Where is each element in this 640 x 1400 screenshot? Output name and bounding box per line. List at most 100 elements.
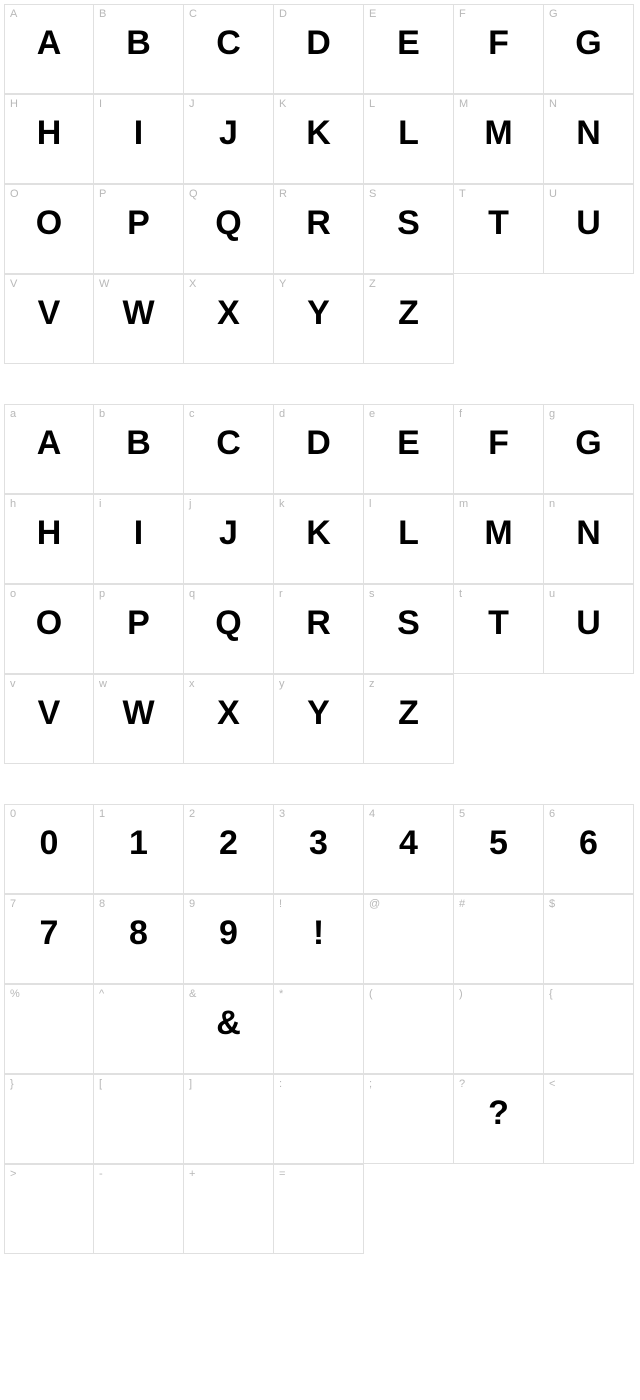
glyph-display: O (5, 203, 93, 243)
glyph-label: v (10, 678, 16, 690)
glyph-label: 5 (459, 808, 465, 820)
glyph-label: H (10, 98, 18, 110)
glyph-display: T (454, 603, 543, 643)
glyph-display: I (94, 513, 183, 553)
glyph-cell: yY (274, 674, 364, 764)
glyph-cell: QQ (184, 184, 274, 274)
glyph-cell: sS (364, 584, 454, 674)
glyph-display: V (5, 293, 93, 333)
glyph-display: F (454, 423, 543, 463)
glyph-label: c (189, 408, 195, 420)
glyph-display: M (454, 513, 543, 553)
glyph-cell: AA (4, 4, 94, 94)
glyph-label: % (10, 988, 20, 1000)
glyph-cell: kK (274, 494, 364, 584)
glyph-cell: * (274, 984, 364, 1074)
glyph-label: ) (459, 988, 463, 1000)
glyph-display: G (544, 423, 633, 463)
glyph-display: C (184, 23, 273, 63)
glyph-label: : (279, 1078, 282, 1090)
glyph-label: M (459, 98, 468, 110)
glyph-display: U (544, 203, 633, 243)
glyph-cell: % (4, 984, 94, 1074)
glyph-label: l (369, 498, 371, 510)
glyph-cell: - (94, 1164, 184, 1254)
character-map: AABBCCDDEEFFGGHHIIJJKKLLMMNNOOPPQQRRSSTT… (4, 4, 636, 1254)
glyph-display: L (364, 113, 453, 153)
glyph-cell: oO (4, 584, 94, 674)
glyph-display: N (544, 113, 633, 153)
glyph-display: Y (274, 693, 363, 733)
glyph-label: E (369, 8, 376, 20)
glyph-label: S (369, 188, 376, 200)
glyph-display: S (364, 203, 453, 243)
glyph-display: Y (274, 293, 363, 333)
glyph-label: 9 (189, 898, 195, 910)
glyph-display: E (364, 423, 453, 463)
glyph-label: I (99, 98, 102, 110)
glyph-cell: TT (454, 184, 544, 274)
glyph-label: Z (369, 278, 376, 290)
glyph-label: t (459, 588, 462, 600)
glyph-cell: ( (364, 984, 454, 1074)
glyph-display: B (94, 23, 183, 63)
glyph-label: m (459, 498, 468, 510)
glyph-cell: 66 (544, 804, 634, 894)
glyph-cell: OO (4, 184, 94, 274)
glyph-display: 0 (5, 823, 93, 863)
glyph-label: k (279, 498, 285, 510)
glyph-display: X (184, 693, 273, 733)
glyph-label: F (459, 8, 466, 20)
glyph-cell: II (94, 94, 184, 184)
glyph-label: G (549, 8, 558, 20)
glyph-label: p (99, 588, 105, 600)
glyph-display: G (544, 23, 633, 63)
glyph-label: b (99, 408, 105, 420)
glyph-display: Z (364, 693, 453, 733)
glyph-label: a (10, 408, 16, 420)
glyph-label: d (279, 408, 285, 420)
glyph-cell: XX (184, 274, 274, 364)
glyph-display: U (544, 603, 633, 643)
glyph-label: 3 (279, 808, 285, 820)
glyph-cell: wW (94, 674, 184, 764)
glyph-cell: HH (4, 94, 94, 184)
glyph-label: = (279, 1168, 285, 1180)
glyph-display: I (94, 113, 183, 153)
glyph-cell: { (544, 984, 634, 1074)
glyph-display: H (5, 113, 93, 153)
glyph-cell: [ (94, 1074, 184, 1164)
glyph-display: J (184, 113, 273, 153)
glyph-cell: ] (184, 1074, 274, 1164)
glyph-label: N (549, 98, 557, 110)
glyph-cell: gG (544, 404, 634, 494)
glyph-label: - (99, 1168, 103, 1180)
glyph-label: # (459, 898, 465, 910)
glyph-display: 9 (184, 913, 273, 953)
glyph-label: V (10, 278, 17, 290)
glyph-display: 4 (364, 823, 453, 863)
glyph-display: R (274, 203, 363, 243)
glyph-display: V (5, 693, 93, 733)
glyph-cell: dD (274, 404, 364, 494)
glyph-cell: KK (274, 94, 364, 184)
glyph-cell: EE (364, 4, 454, 94)
glyph-label: { (549, 988, 553, 1000)
glyph-display: ? (454, 1093, 543, 1133)
glyph-cell: 00 (4, 804, 94, 894)
glyph-display: 7 (5, 913, 93, 953)
glyph-display: K (274, 113, 363, 153)
glyph-label: & (189, 988, 196, 1000)
glyph-cell: @ (364, 894, 454, 984)
glyph-display: S (364, 603, 453, 643)
glyph-display: D (274, 23, 363, 63)
glyph-label: X (189, 278, 196, 290)
glyph-display: 1 (94, 823, 183, 863)
glyph-cell: uU (544, 584, 634, 674)
glyph-cell: JJ (184, 94, 274, 184)
glyph-label: O (10, 188, 19, 200)
glyph-cell: $ (544, 894, 634, 984)
glyph-section-lowercase: aAbBcCdDeEfFgGhHiIjJkKlLmMnNoOpPqQrRsStT… (4, 404, 635, 764)
glyph-cell: LL (364, 94, 454, 184)
glyph-label: U (549, 188, 557, 200)
